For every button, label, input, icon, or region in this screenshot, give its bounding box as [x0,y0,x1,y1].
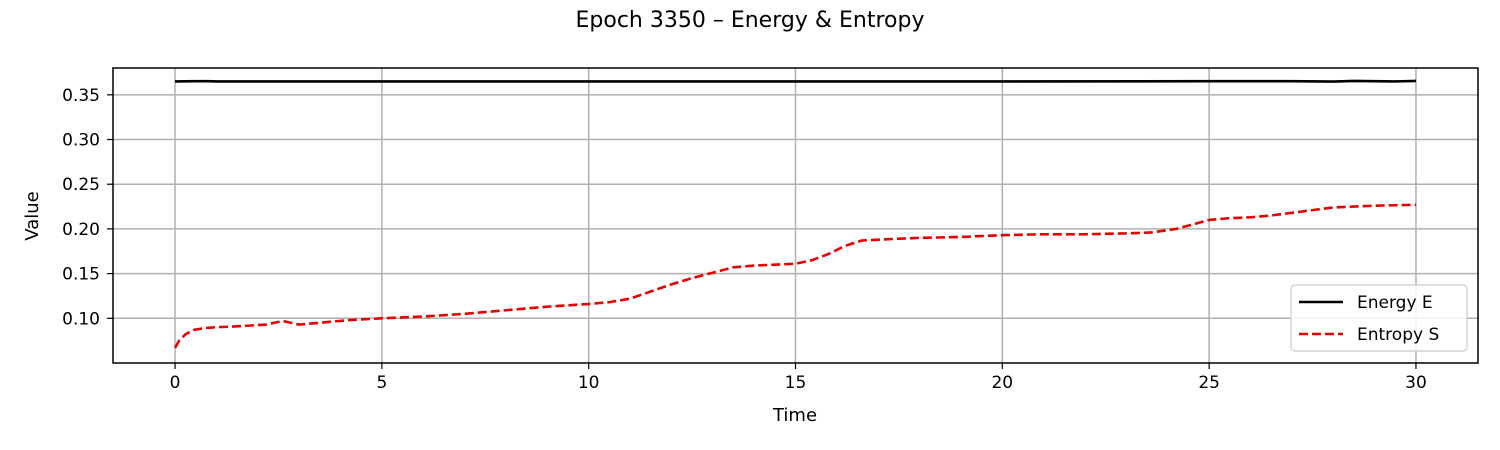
series-layer [173,79,1416,349]
y-tick-label: 0.30 [62,131,100,151]
x-tick-label: 10 [578,373,600,393]
chart-title: Epoch 3350 – Energy & Entropy [576,8,925,33]
legend-label-energy: Energy E [1357,293,1433,313]
y-tick-label: 0.10 [62,309,100,329]
tick-layer: 0 5 10 15 20 25 30 0.10 0.15 0.20 0.25 0.30 0.35 [62,86,1427,393]
x-tick-label: 20 [991,373,1013,393]
legend-label-entropy: Entropy S [1357,325,1439,345]
legend: Energy E Entropy S [1290,284,1468,352]
y-tick-label: 0.25 [62,175,100,195]
series-line-energy [175,79,1416,83]
x-tick-label: 15 [785,373,807,393]
x-axis-label: Time [772,405,817,426]
y-tick-label: 0.15 [62,265,100,285]
y-tick-label: 0.20 [62,220,100,240]
x-tick-label: 0 [170,373,181,393]
grid-layer [113,68,1478,363]
y-tick-label: 0.35 [62,86,100,106]
series-line-entropy [173,203,1416,349]
x-tick-label: 5 [376,373,387,393]
x-tick-label: 25 [1198,373,1220,393]
y-axis-label: Value [22,191,43,240]
x-tick-label: 30 [1405,373,1427,393]
